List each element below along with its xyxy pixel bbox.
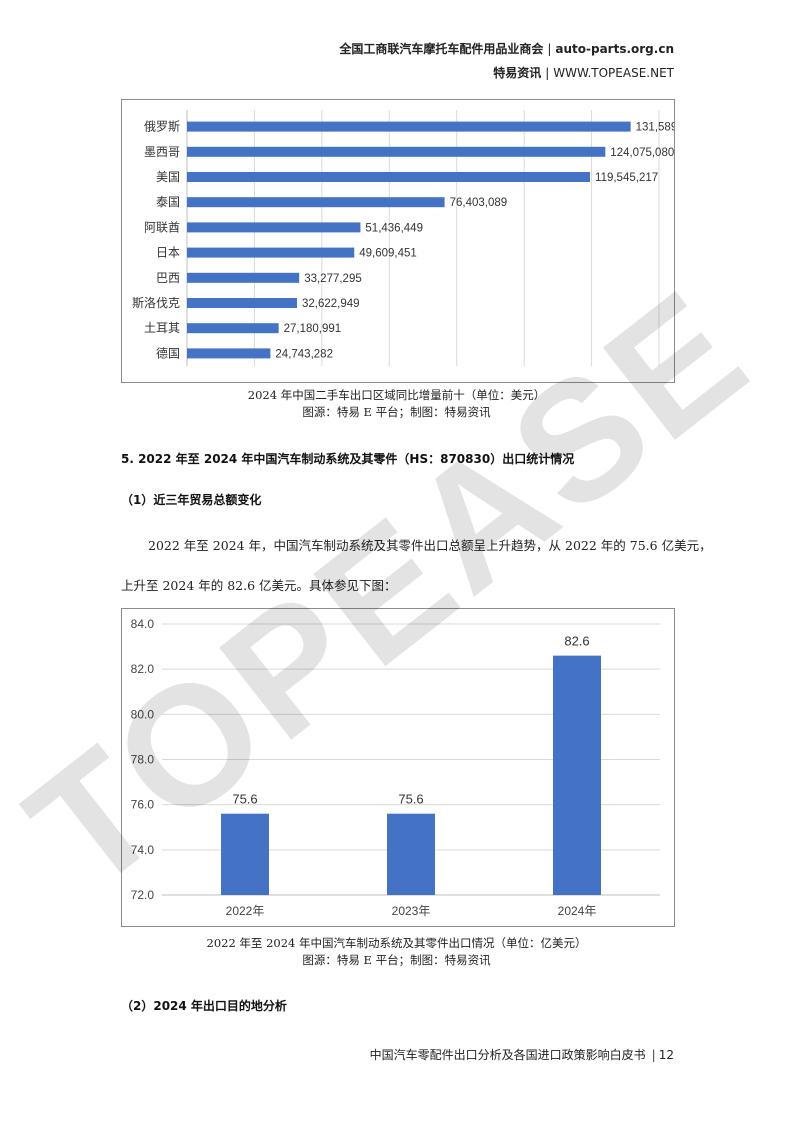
section-heading: 5. 2022 年至 2024 年中国汽车制动系统及其零件（HS：870830）… [121,452,575,466]
figure2-caption-source: 图源：特易 E 平台；制图：特易资讯 [302,953,491,967]
brand-name: 特易资讯 [493,66,542,80]
chart1-bar [187,323,279,334]
chart1-category-label: 日本 [156,246,180,260]
chart1-value-label: 124,075,080 [610,147,674,159]
chart2-y-tick-label: 74.0 [131,843,155,857]
chart2-value-label: 82.6 [564,634,589,649]
chart1-category-label: 巴西 [156,271,180,285]
figure1-caption-title: 2024 年中国二手车出口区域同比增量前十（单位：美元） [247,388,546,402]
chart1-category-label: 俄罗斯 [144,120,180,134]
chart2-bar [387,813,435,895]
chart1-category-label: 斯洛伐克 [132,295,180,310]
chart1-bar [187,298,297,308]
chart-export-growth-top10: 俄罗斯 131,589,873 墨西哥 124,075,080 美国 119,545,21… [121,99,700,383]
chart1-bar [187,272,300,283]
chart1-value-label: 51,436,449 [365,222,423,234]
footer-title: 中国汽车零配件出口分析及各国进口政策影响白皮书 [369,1048,646,1062]
chart2-y-tick-label: 80.0 [131,707,155,721]
chart2-y-tick-label: 78.0 [131,753,155,767]
chart1-category-label: 德国 [156,345,180,360]
subsection-heading-2: （2）2024 年出口目的地分析 [121,999,287,1013]
chart2-x-tick-label: 2023年 [392,904,431,918]
paragraph-line-1: 2022 年至 2024 年，中国汽车制动系统及其零件出口总额呈上升趋势，从 2… [148,538,712,553]
chart1-value-label: 49,609,451 [359,248,417,260]
paragraph-line-2: 上升至 2024 年的 82.6 亿美元。具体参见下图： [121,578,397,593]
chart2-x-tick-label: 2024年 [558,904,597,918]
chart1-category-label: 墨西哥 [144,145,180,159]
chart2-x-tick-label: 2022年 [226,904,265,918]
page-footer: 中国汽车零配件出口分析及各国进口政策影响白皮书 | 12 [370,1046,674,1063]
org-site: auto-parts.org.cn [555,42,674,56]
chart1-svg: 俄罗斯 131,589,873 墨西哥 124,075,080 美国 119,545,21… [132,110,700,366]
chart1-bar [187,121,631,132]
footer-separator: | [651,1048,656,1062]
chart2-y-tick-label: 76.0 [131,798,155,812]
chart2-svg: 72.0 74.0 76.0 78.0 80.0 82.0 84.0 75.6 2022年 75.… [131,617,660,918]
chart1-bar [187,172,591,182]
chart2-value-label: 75.6 [232,792,257,807]
chart-brake-export-trend: 72.0 74.0 76.0 78.0 80.0 82.0 84.0 75.6 2022年 75.… [121,608,675,927]
figure1-caption-source: 图源：特易 E 平台；制图：特易资讯 [302,405,491,419]
header-separator: | [545,66,550,80]
chart2-value-label: 75.6 [398,792,423,807]
figure1-caption: 2024 年中国二手车出口区域同比增量前十（单位：美元） 图源：特易 E 平台；… [0,387,793,421]
chart1-value-label: 32,622,949 [302,298,360,310]
chart1-category-label: 美国 [156,170,180,184]
chart2-y-tick-label: 84.0 [131,617,155,631]
chart1-value-label: 131,589,873 [636,122,674,134]
chart2-bar [553,655,601,895]
chart1-bar [187,348,271,359]
header-separator: | [547,42,552,56]
chart1-category-label: 泰国 [156,195,180,209]
chart1-bar [187,222,361,233]
chart1-category-label: 土耳其 [144,321,180,335]
chart1-category-label: 阿联酋 [144,219,180,234]
figure2-caption-title: 2022 年至 2024 年中国汽车制动系统及其零件出口情况（单位：亿美元） [206,936,587,950]
figure2-caption: 2022 年至 2024 年中国汽车制动系统及其零件出口情况（单位：亿美元） 图… [0,935,793,969]
page-number: 12 [658,1048,674,1062]
chart2-y-tick-label: 72.0 [131,888,155,902]
chart1-value-label: 119,545,217 [595,172,658,184]
brand-site: WWW.TOPEASE.NET [553,66,674,80]
page-header-brand: 特易资讯 | WWW.TOPEASE.NET [493,64,674,81]
chart1-bar [187,197,445,208]
page-header-org: 全国工商联汽车摩托车配件用品业商会 | auto-parts.org.cn [339,40,674,57]
chart2-bar [221,813,269,895]
chart1-value-label: 24,743,282 [275,348,333,360]
subsection-heading-1: （1）近三年贸易总额变化 [121,493,262,507]
chart2-y-tick-label: 82.0 [131,662,155,676]
chart1-value-label: 27,180,991 [284,323,342,335]
chart1-value-label: 76,403,089 [450,197,508,209]
chart1-bar [187,247,355,258]
chart1-bar [187,146,606,157]
org-name: 全国工商联汽车摩托车配件用品业商会 [339,42,544,56]
chart1-value-label: 33,277,295 [304,273,362,285]
